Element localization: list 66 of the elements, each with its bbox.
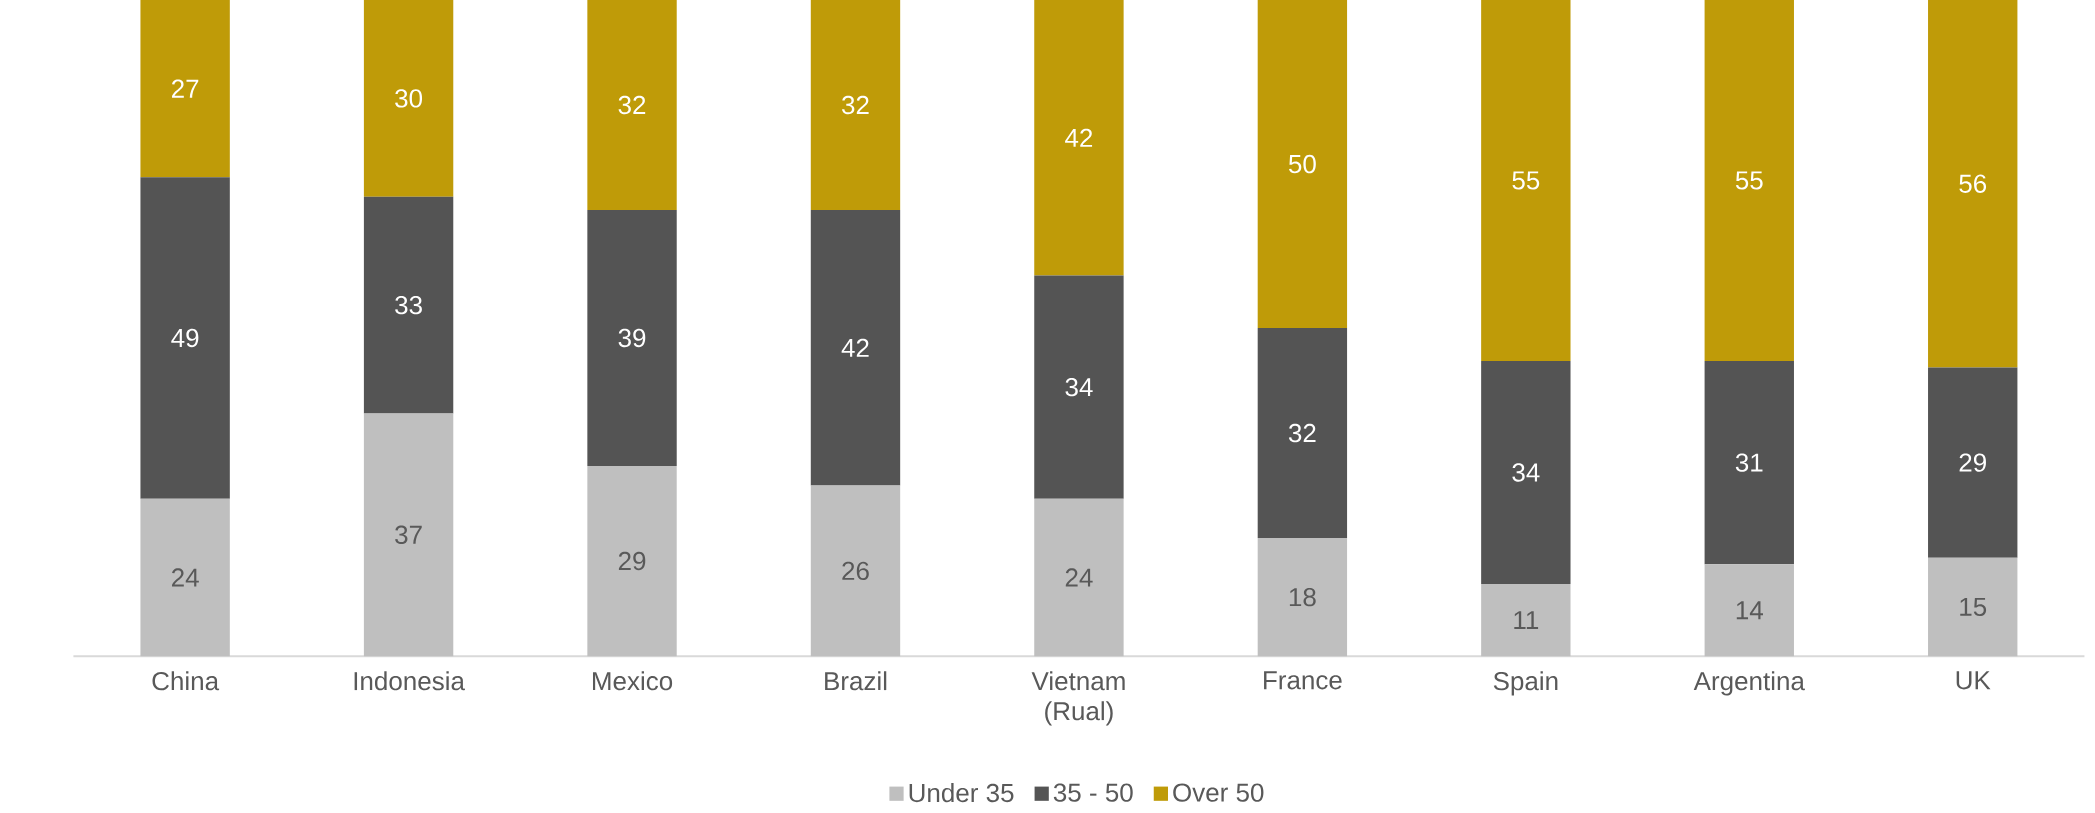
- data-label: 14: [1736, 601, 1763, 620]
- data-label: 31: [1735, 453, 1763, 472]
- bar: [140, 0, 230, 178]
- bar: [810, 0, 901, 211]
- data-label: 50: [1288, 154, 1316, 174]
- bar: [1704, 0, 1794, 361]
- bar: [1481, 360, 1571, 585]
- x-tick-label: Argentina: [1693, 671, 1805, 696]
- bar: [587, 210, 677, 466]
- bar: [140, 498, 230, 657]
- data-label: 26: [842, 561, 869, 581]
- x-tick-label: Brazil: [825, 671, 887, 691]
- data-label: 29: [618, 551, 646, 571]
- data-label: 32: [1288, 423, 1316, 443]
- bar: [363, 0, 454, 197]
- bar: [1928, 557, 2018, 657]
- bar: [810, 210, 901, 486]
- bar: [1257, 538, 1348, 657]
- data-label: 30: [395, 89, 423, 108]
- data-label: 32: [842, 95, 869, 115]
- data-label: 39: [618, 328, 646, 348]
- bar: [1704, 564, 1794, 657]
- bar: [1481, 584, 1571, 657]
- bar: [140, 177, 230, 499]
- bar: [587, 465, 677, 657]
- legend-label: 35 - 50: [1053, 783, 1133, 802]
- data-label: 11: [1514, 611, 1539, 630]
- data-label: 29: [1959, 453, 1986, 472]
- bar: [1928, 367, 2018, 558]
- data-label: 24: [171, 568, 199, 587]
- x-tick-label: Indonesia: [354, 671, 465, 691]
- bar: [363, 196, 454, 414]
- data-label: 37: [395, 525, 422, 545]
- data-label: 55: [1735, 171, 1763, 190]
- bar: [1257, 0, 1348, 329]
- bar: [1928, 0, 2018, 368]
- data-label: 34: [1065, 377, 1093, 397]
- data-label: 32: [618, 95, 646, 115]
- data-label: 27: [171, 79, 199, 98]
- data-label: 24: [1065, 568, 1093, 587]
- bar: [1034, 0, 1124, 276]
- data-label: 15: [1960, 597, 1987, 617]
- data-label: 34: [1512, 463, 1540, 482]
- x-tick-label: Spain: [1493, 671, 1558, 696]
- data-label: 42: [1065, 128, 1093, 147]
- bar: [1704, 360, 1794, 565]
- bar: [1481, 0, 1571, 361]
- bar: [587, 0, 677, 211]
- data-label: 49: [171, 328, 199, 348]
- x-tick-label: Vietnam (Rual): [1031, 671, 1125, 726]
- data-label: 55: [1512, 171, 1540, 190]
- bar: [1034, 498, 1124, 657]
- bar: [363, 413, 454, 657]
- legend-label: Under 35: [909, 783, 1014, 803]
- data-label: 42: [841, 338, 869, 357]
- data-label: 56: [1959, 174, 1987, 193]
- x-tick-label: UK: [1956, 671, 1991, 690]
- x-tick-label: Mexico: [592, 671, 673, 691]
- data-label: 33: [395, 295, 422, 315]
- data-label: 18: [1289, 587, 1316, 607]
- bar: [1257, 328, 1348, 539]
- x-tick-label: China: [152, 671, 220, 691]
- x-tick-label: France: [1264, 671, 1342, 690]
- bar: [810, 485, 901, 657]
- legend-label: Over 50: [1173, 783, 1264, 802]
- bar: [1034, 275, 1124, 499]
